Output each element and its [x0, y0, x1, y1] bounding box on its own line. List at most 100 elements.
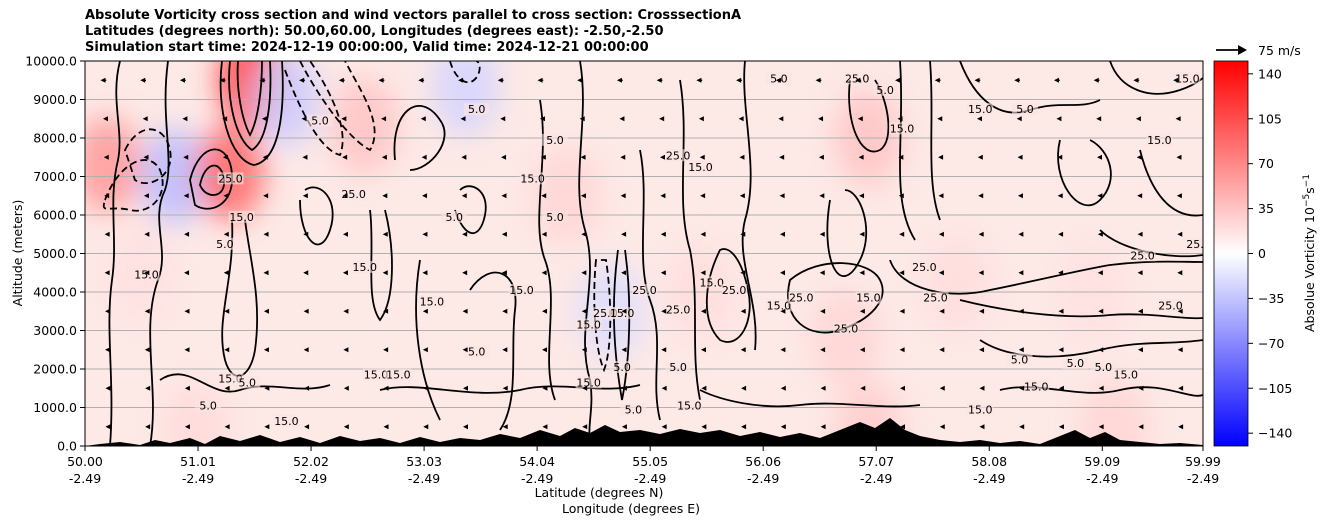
wind-vector-head	[382, 231, 388, 237]
wind-vector-head	[338, 77, 344, 83]
contour-label: 5.0	[311, 115, 329, 128]
wind-vector-head	[501, 193, 507, 199]
wind-vector-head	[1177, 308, 1183, 314]
y-tick-label: 6000.0	[33, 208, 77, 223]
contour-label-bg	[665, 149, 692, 162]
contour-label: 25.0	[1158, 299, 1183, 312]
x-tick-label-lon: -2.49	[408, 471, 440, 486]
wind-vector-head	[621, 308, 627, 314]
wind-vector-head	[140, 77, 146, 83]
wind-vector-head	[342, 270, 348, 276]
vorticity-cell	[812, 290, 881, 387]
contour-label: 5.0	[468, 103, 486, 116]
contour-line	[1057, 139, 1112, 207]
contour-label: 5.0	[770, 72, 788, 85]
contour-label: 25.0	[1130, 249, 1155, 262]
contour-label: 25.0	[722, 284, 747, 297]
contour-label-bg	[765, 72, 792, 85]
quiver-key-label: 75 m/s	[1258, 43, 1301, 58]
wind-vector-head	[660, 193, 666, 199]
wind-vector-head	[898, 193, 904, 199]
wind-vector-head	[1135, 116, 1141, 122]
wind-vector-head	[184, 308, 190, 314]
colorbar: 140 105 70 35 0 −35 −70 −105 −140 Absolue Vortic…	[1213, 60, 1317, 447]
wind-vector-head	[978, 231, 984, 237]
wind-vector-head	[541, 193, 547, 199]
wind-vector-head	[179, 77, 185, 83]
wind-vector-head	[900, 385, 906, 391]
wind-vector-head	[500, 116, 506, 122]
x-tick-label-lon: -2.49	[747, 471, 779, 486]
wind-vector-head	[184, 231, 190, 237]
wind-vector-head	[740, 231, 746, 237]
wind-vector-head	[418, 77, 424, 83]
wind-vector-head	[184, 424, 190, 430]
wind-vector-head	[779, 193, 785, 199]
wind-vector-head	[461, 154, 467, 160]
wind-vector-head	[224, 347, 230, 353]
x-tick-label-lon: -2.49	[860, 471, 892, 486]
wind-vector-head	[105, 347, 111, 353]
y-tick-label: 8000.0	[33, 131, 77, 146]
wind-vector-head	[741, 424, 747, 430]
wind-vector-head	[701, 385, 707, 391]
wind-vector-head	[299, 77, 305, 83]
contour-label: 5.0	[216, 238, 234, 251]
wind-vector-head	[741, 385, 747, 391]
wind-vector-head	[105, 424, 111, 430]
wind-vector-head	[1018, 270, 1024, 276]
colorbar-tick-label: 105	[1258, 111, 1282, 126]
contour-label-bg	[1023, 380, 1050, 393]
wind-vector-head	[859, 193, 865, 199]
wind-vector-head	[860, 424, 866, 430]
terrain-mask	[85, 418, 1203, 446]
contour-label-bg	[211, 237, 238, 250]
contour-label-bg	[888, 122, 915, 135]
wind-vector-head	[102, 116, 108, 122]
wind-vector-head	[1016, 116, 1022, 122]
wind-vector-head	[422, 308, 428, 314]
vorticity-cell	[162, 382, 231, 446]
wind-vector-head	[422, 270, 428, 276]
wind-vector-head	[539, 116, 545, 122]
x-tick-label-lon: -2.49	[521, 471, 553, 486]
wind-vector-head	[223, 193, 229, 199]
colorbar-tick-label: 70	[1258, 156, 1274, 171]
wind-vector-head	[579, 116, 585, 122]
wind-vector-head	[261, 116, 267, 122]
wind-vector-head	[422, 231, 428, 237]
contour-line	[538, 99, 556, 401]
wind-vector-head	[497, 77, 503, 83]
wind-vector-head	[700, 347, 706, 353]
wind-vector-head	[815, 77, 821, 83]
wind-vector-head	[304, 385, 310, 391]
x-tick-label-lat: 52.02	[293, 454, 329, 469]
wind-vector-head	[1177, 231, 1183, 237]
wind-vector-head	[382, 193, 388, 199]
wind-vector-head	[342, 193, 348, 199]
contour-line	[959, 299, 1203, 320]
contour-label: 5.0	[468, 346, 486, 359]
wind-vector-head	[859, 231, 865, 237]
contour-label-bg	[307, 114, 334, 127]
y-tick-label: 10000.0	[25, 54, 77, 69]
contour-label-bg	[833, 322, 860, 335]
wind-vector-head	[381, 154, 387, 160]
x-tick-label-lat: 59.99	[1185, 454, 1221, 469]
contour-label-bg	[855, 291, 882, 304]
wind-vector-head	[542, 308, 548, 314]
wind-vector-head	[104, 193, 110, 199]
contour-label-bg	[228, 210, 255, 223]
wind-vector-head	[818, 154, 824, 160]
contour-label-bg	[273, 414, 300, 427]
vorticity-cell	[252, 61, 321, 148]
wind-vector-head	[343, 424, 349, 430]
contour-label-bg	[1006, 353, 1033, 366]
wind-vector-head	[1137, 347, 1143, 353]
wind-vector-head	[978, 193, 984, 199]
wind-vector-head	[145, 385, 151, 391]
wind-vector-head	[898, 154, 904, 160]
wind-vector-head	[701, 424, 707, 430]
x-axis-label-latitude: Latitude (degrees N)	[535, 485, 664, 500]
